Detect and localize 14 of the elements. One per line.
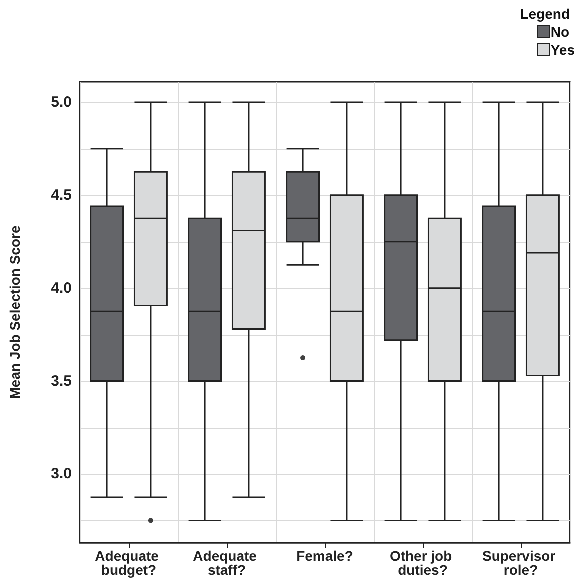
legend-label: No <box>550 24 570 40</box>
legend-title: Legend <box>520 6 570 22</box>
y-tick-label: 3.0 <box>51 466 72 483</box>
y-axis-title: Mean Job Selection Score <box>7 226 23 400</box>
x-tick-label: Female? <box>296 548 354 564</box>
legend-label: Yes <box>550 42 576 58</box>
x-tick-label: Adequate staff? <box>193 548 261 578</box>
y-tick-label: 4.0 <box>51 280 72 297</box>
y-tick-label: 4.5 <box>51 186 72 204</box>
y-tick-label: 3.5 <box>51 372 72 390</box>
y-tick-label: 5.0 <box>51 94 72 111</box>
x-tick-label: Other job duties? <box>390 548 456 578</box>
x-tick-label: Adequate budget? <box>95 548 163 578</box>
x-tick-label: Supervisor role? <box>482 548 560 578</box>
